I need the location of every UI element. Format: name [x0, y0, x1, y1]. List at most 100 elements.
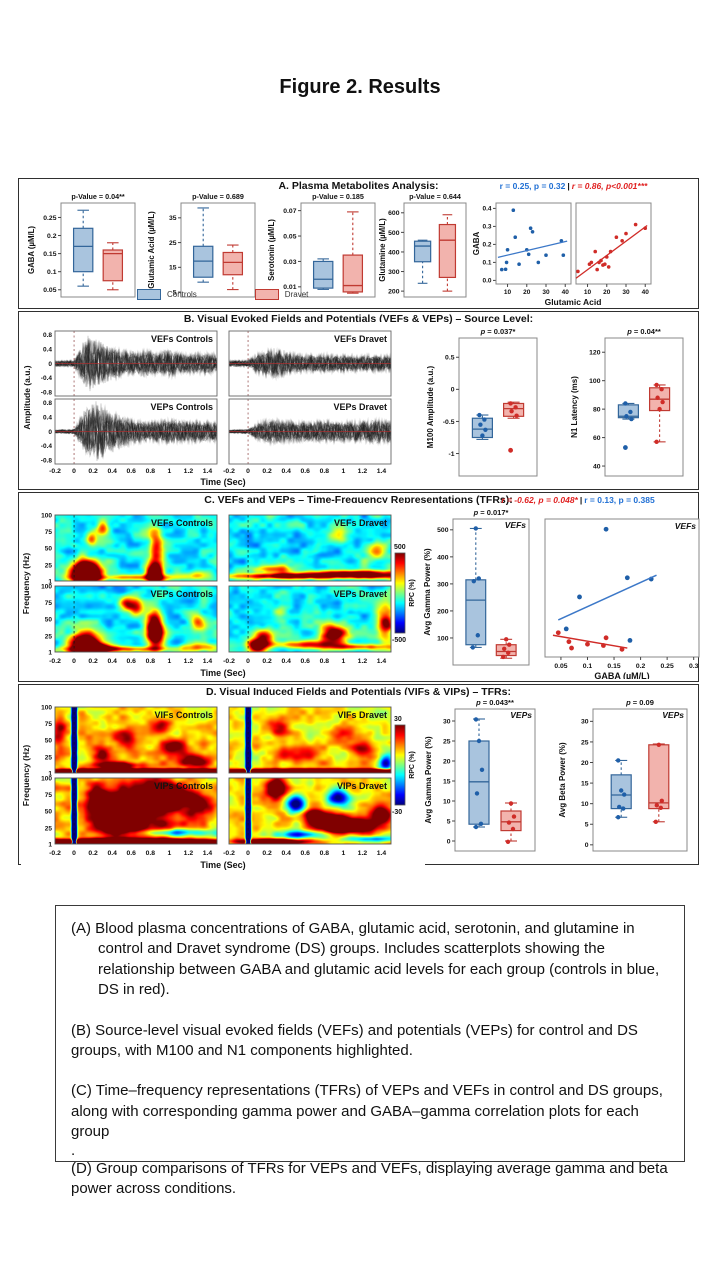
svg-text:N1 Latency (ms): N1 Latency (ms) — [570, 376, 579, 438]
svg-text:30: 30 — [542, 289, 550, 296]
svg-text:0.01: 0.01 — [283, 284, 296, 291]
tfr-grid-induced — [21, 695, 425, 873]
svg-text:300: 300 — [388, 269, 400, 276]
boxplot-glutamic-acid: p-Value = 0.689 Glutamic Acid (µM/L) 5 15 25… — [147, 189, 267, 314]
scatter-a-title: r = 0.25, p = 0.32 | r = 0.86, p<0.001*** — [471, 181, 676, 191]
svg-text:0.15: 0.15 — [607, 663, 620, 670]
svg-text:30: 30 — [581, 719, 589, 726]
svg-text:0.1: 0.1 — [47, 269, 57, 276]
svg-text:p = 0.04**: p = 0.04** — [626, 327, 661, 336]
svg-text:p-Value = 0.689: p-Value = 0.689 — [192, 192, 244, 201]
svg-text:0.2: 0.2 — [482, 242, 491, 249]
svg-text:0.25: 0.25 — [43, 215, 56, 222]
legend-label-controls: Controls — [167, 290, 197, 299]
svg-text:p = 0.09: p = 0.09 — [625, 698, 654, 707]
svg-text:Glutamine (µM/L): Glutamine (µM/L) — [379, 218, 387, 282]
svg-text:100: 100 — [437, 635, 449, 642]
svg-text:-1: -1 — [448, 451, 454, 458]
panel-c: C. VEFs and VEPs – Time-Frequency Repres… — [18, 492, 700, 684]
svg-text:600: 600 — [388, 210, 400, 217]
svg-text:5: 5 — [447, 818, 451, 825]
svg-text:5: 5 — [173, 289, 177, 296]
figure-title: Figure 2. Results — [279, 76, 441, 98]
svg-text:60: 60 — [593, 435, 601, 442]
svg-text:VEFs: VEFs — [505, 520, 527, 530]
svg-text:VEFs: VEFs — [675, 521, 697, 531]
svg-text:0: 0 — [447, 838, 451, 845]
tfr-grid-evoked — [21, 503, 425, 681]
svg-text:120: 120 — [589, 350, 601, 357]
boxplot-glutamine: p-Value = 0.644 Glutamine (µM/L) 200 300 400… — [378, 189, 471, 314]
boxplot-n1-latency: p = 0.04** N1 Latency (ms) 40 60 80 100 120 — [569, 324, 687, 491]
svg-text:5: 5 — [585, 822, 589, 829]
svg-text:40: 40 — [562, 289, 570, 296]
scatter-a-title-dravet: r = 0.86, p<0.001*** — [571, 181, 648, 191]
svg-text:Avg Beta Power (%): Avg Beta Power (%) — [558, 742, 567, 818]
svg-text:0.4: 0.4 — [482, 206, 491, 213]
svg-text:p-Value = 0.04**: p-Value = 0.04** — [71, 192, 125, 201]
svg-text:35: 35 — [169, 215, 177, 222]
svg-text:0.05: 0.05 — [554, 663, 567, 670]
svg-text:0.1: 0.1 — [583, 663, 593, 670]
caption-dot: . — [71, 1141, 76, 1159]
scatter-c-title-controls: r = 0.13, p = 0.385 — [584, 495, 655, 505]
svg-text:300: 300 — [437, 581, 449, 588]
svg-text:M100 Amplitude (a.u.): M100 Amplitude (a.u.) — [426, 365, 435, 448]
caption-box: (A) Blood plasma concentrations of GABA,… — [55, 905, 685, 1197]
scatter-a-title-controls: r = 0.25, p = 0.32 — [499, 181, 566, 191]
svg-text:p-Value = 0.185: p-Value = 0.185 — [312, 192, 364, 201]
svg-text:10: 10 — [584, 289, 592, 296]
svg-text:0.0: 0.0 — [482, 278, 491, 285]
svg-text:30: 30 — [622, 289, 630, 296]
waveform-grid-evoked — [21, 322, 397, 488]
svg-text:0.03: 0.03 — [283, 259, 296, 266]
svg-text:0.5: 0.5 — [445, 355, 455, 362]
svg-text:GABA: GABA — [472, 232, 481, 256]
svg-text:200: 200 — [388, 289, 400, 296]
svg-text:0.15: 0.15 — [43, 251, 56, 258]
svg-text:Glutamic Acid: Glutamic Acid — [545, 297, 602, 307]
svg-text:-0.5: -0.5 — [443, 419, 455, 426]
svg-text:0.25: 0.25 — [661, 663, 674, 670]
svg-text:25: 25 — [169, 240, 177, 247]
caption-c: (C) Time–frequency representations (TFRs… — [71, 1082, 663, 1141]
svg-text:20: 20 — [443, 758, 451, 765]
legend-swatch-dravet — [254, 289, 279, 300]
svg-text:Avg Gamma Power (%): Avg Gamma Power (%) — [423, 548, 432, 636]
scatter-a-title-sep: | — [567, 181, 570, 191]
svg-text:20: 20 — [523, 289, 531, 296]
svg-text:500: 500 — [437, 527, 449, 534]
svg-text:0.07: 0.07 — [283, 208, 296, 215]
svg-text:p = 0.017*: p = 0.017* — [473, 508, 509, 517]
svg-text:200: 200 — [437, 608, 449, 615]
svg-text:Serotonin (µM/L): Serotonin (µM/L) — [267, 219, 276, 281]
panel-b: B. Visual Evoked Fields and Potentials (… — [18, 311, 699, 490]
svg-text:80: 80 — [593, 407, 601, 414]
panel-a: A. Plasma Metabolites Analysis: p-Value … — [18, 178, 699, 309]
svg-text:p = 0.037*: p = 0.037* — [480, 327, 516, 336]
svg-text:40: 40 — [642, 289, 650, 296]
svg-text:500: 500 — [388, 230, 400, 237]
boxplot-m100-amplitude: p = 0.037* M100 Amplitude (a.u.) 0.5 0 -0.5 -… — [425, 324, 543, 491]
svg-text:0.05: 0.05 — [43, 287, 56, 294]
boxplot-avg-beta-power-veps: p = 0.09 Avg Beta Power (%) 0 5 10 15 20 25 30 VE… — [553, 697, 703, 868]
svg-text:20: 20 — [581, 760, 589, 767]
svg-text:10: 10 — [581, 801, 589, 808]
scatter-gamma-vs-gaba: 0.05 0.1 0.15 0.2 0.25 0.3 VEFs GABA (µM/L) — [537, 505, 705, 684]
svg-text:15: 15 — [443, 778, 451, 785]
caption-a: (A) Blood plasma concentrations of GABA,… — [71, 920, 660, 999]
legend: Controls Dravet — [137, 289, 308, 300]
svg-text:0.3: 0.3 — [482, 224, 491, 231]
svg-text:0: 0 — [585, 842, 589, 849]
svg-text:30: 30 — [443, 718, 451, 725]
svg-text:Glutamic Acid (µM/L): Glutamic Acid (µM/L) — [147, 211, 156, 289]
svg-text:20: 20 — [603, 289, 611, 296]
svg-text:0.2: 0.2 — [47, 233, 57, 240]
svg-text:400: 400 — [388, 249, 400, 256]
scatter-gaba-vs-glutamic: GABA 0.0 0.1 0.2 0.3 0.4 10 20 30 40 10 20 30 40 Gluta… — [471, 189, 676, 314]
svg-text:10: 10 — [443, 798, 451, 805]
boxplot-avg-gamma-power-vefs: p = 0.017* Avg Gamma Power (%) 100 200 300 40… — [423, 505, 533, 684]
svg-text:p-Value = 0.644: p-Value = 0.644 — [409, 192, 461, 201]
svg-text:p = 0.043**: p = 0.043** — [475, 698, 514, 707]
svg-text:15: 15 — [581, 780, 589, 787]
